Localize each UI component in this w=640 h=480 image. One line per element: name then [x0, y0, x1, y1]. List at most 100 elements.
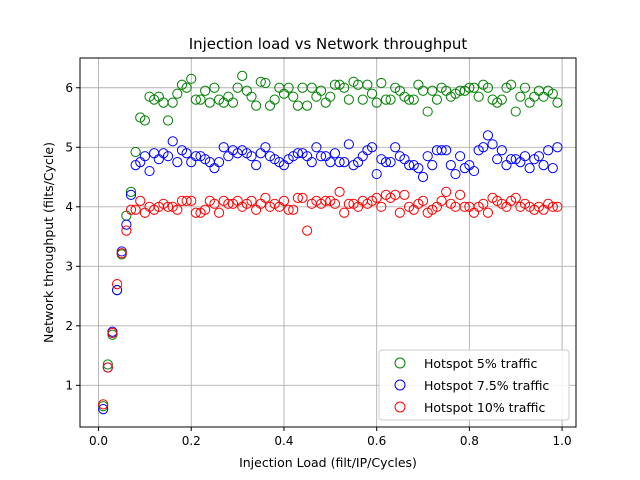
data-point	[121, 219, 132, 230]
data-point	[515, 91, 526, 102]
data-point	[102, 362, 113, 373]
data-point	[478, 198, 489, 209]
data-point	[404, 160, 415, 171]
data-point	[311, 142, 322, 153]
data-point	[237, 70, 248, 81]
y-tick-label: 3	[65, 259, 73, 273]
data-point	[315, 85, 327, 96]
data-point	[510, 106, 521, 117]
legend-marker-hotspot-7-5	[394, 379, 406, 391]
data-point	[232, 82, 243, 93]
data-point	[260, 142, 271, 153]
x-tick-label: 1.0	[553, 434, 572, 448]
data-point	[385, 94, 396, 105]
data-point	[478, 142, 489, 153]
data-point	[380, 94, 392, 105]
data-point	[422, 106, 433, 117]
data-point	[473, 91, 484, 102]
data-point	[436, 195, 447, 206]
data-point	[329, 79, 341, 90]
data-point	[519, 82, 531, 93]
data-point	[417, 195, 429, 206]
data-point	[552, 201, 563, 212]
data-point	[357, 94, 368, 105]
data-point	[162, 201, 174, 212]
data-point	[547, 163, 558, 174]
plot-area-frame	[79, 57, 577, 428]
data-point	[98, 404, 109, 415]
data-point	[533, 151, 545, 162]
data-point	[343, 198, 354, 209]
data-point	[427, 85, 438, 96]
data-point	[227, 97, 239, 108]
data-point	[422, 151, 433, 162]
data-point	[292, 192, 303, 203]
data-point	[496, 94, 507, 105]
data-point	[144, 165, 155, 177]
legend-label-hotspot-10: Hotspot 10% traffic	[424, 400, 545, 415]
data-point	[552, 142, 563, 153]
data-point	[482, 207, 494, 218]
data-point	[162, 151, 174, 162]
data-point	[492, 154, 503, 165]
data-point	[255, 76, 266, 87]
chart-title: Injection load vs Network throughput	[189, 35, 468, 53]
data-point	[519, 151, 531, 162]
data-point	[371, 97, 382, 108]
data-point	[459, 201, 470, 212]
data-point	[343, 139, 354, 150]
data-point	[334, 157, 345, 168]
data-point	[209, 82, 220, 93]
data-point	[427, 160, 438, 171]
data-point	[190, 151, 201, 162]
data-point	[302, 100, 313, 111]
legend: Hotspot 5% traffic Hotspot 7.5% traffic …	[378, 349, 570, 421]
data-point	[251, 100, 262, 111]
data-point	[283, 204, 294, 215]
data-point	[181, 82, 192, 93]
data-point	[436, 145, 447, 156]
data-point	[482, 130, 494, 141]
data-point	[306, 157, 317, 168]
data-point	[246, 91, 257, 102]
data-point	[510, 192, 521, 203]
data-point	[172, 204, 183, 215]
data-point	[343, 94, 354, 105]
data-point	[496, 145, 507, 156]
data-point	[441, 186, 452, 198]
data-point	[404, 94, 415, 105]
data-point	[450, 168, 461, 180]
data-point	[269, 94, 280, 105]
data-point	[209, 198, 220, 209]
data-point	[200, 204, 211, 215]
data-point	[547, 88, 558, 99]
data-point	[181, 195, 192, 206]
y-tick-label: 4	[65, 200, 73, 214]
data-point	[213, 157, 225, 168]
data-point	[111, 285, 123, 296]
data-point	[218, 142, 229, 153]
data-point	[167, 136, 178, 147]
y-tick-label: 1	[65, 378, 73, 392]
data-point	[399, 189, 410, 200]
data-point	[162, 115, 174, 126]
data-point	[246, 195, 257, 206]
data-point	[455, 85, 466, 96]
data-point	[506, 154, 517, 165]
data-point	[213, 207, 225, 218]
data-point	[506, 79, 517, 90]
x-tick-label: 0.4	[274, 434, 293, 448]
grid	[80, 58, 576, 427]
data-point	[455, 189, 466, 200]
data-point	[366, 142, 378, 153]
y-axis-label: Network throughput (filts/Cycle)	[41, 142, 56, 343]
data-point	[371, 192, 382, 203]
data-point	[543, 145, 554, 156]
data-point	[455, 151, 466, 162]
data-point	[172, 88, 183, 99]
data-point	[172, 157, 183, 168]
data-point	[111, 279, 123, 290]
data-point	[315, 151, 327, 162]
data-point	[139, 151, 150, 162]
